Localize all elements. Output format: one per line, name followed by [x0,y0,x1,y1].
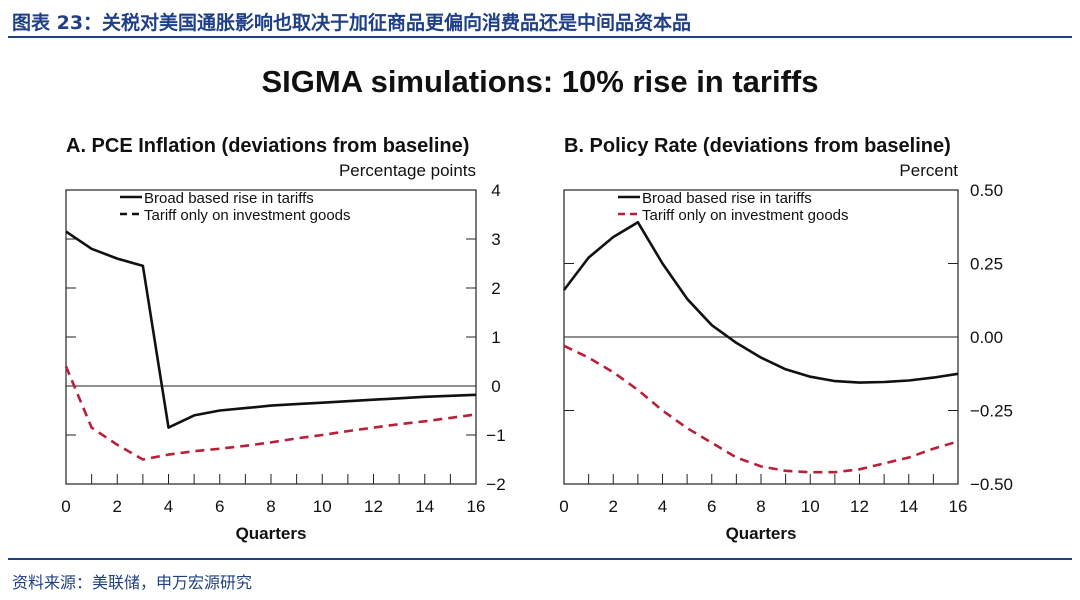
panel-a-y-tick-label: 3 [491,230,500,249]
panel-a-y-tick-label: −1 [486,426,505,445]
panel-a-x-tick-label: 16 [467,497,486,516]
panel-b-x-tick-label: 12 [850,497,869,516]
panel-b-y-unit-label: Percent [899,161,958,180]
source-note: 资料来源：美联储，申万宏源研究 [12,573,253,592]
panel-b-broad-tariff-line [562,221,959,384]
panel-a-broad-tariff-line [65,230,477,429]
panel-b-x-tick-label: 16 [949,497,968,516]
panel-a-x-axis-label: Quarters [236,524,307,543]
panel-b-x-tick-label: 0 [559,497,568,516]
panel-a-y-unit-label: Percentage points [339,161,476,180]
panel-a-x-tick-label: 12 [364,497,383,516]
panel-a-title: A. PCE Inflation (deviations from baseli… [66,135,469,157]
panel-a-x-tick-label: 6 [215,497,224,516]
panel-b-x-tick-label: 14 [899,497,918,516]
panel-b-x-axis-label: Quarters [726,524,797,543]
panel-b-y-tick-label: 0.00 [970,328,1003,347]
panel-b-title: B. Policy Rate (deviations from baseline… [564,135,951,157]
panel-b-legend-label-investment: Tariff only on investment goods [642,207,849,224]
panel-b-x-tick-label: 4 [658,497,667,516]
panel-b-x-tick-label: 6 [707,497,716,516]
panel-b-investment-goods-line [563,344,959,474]
panel-a-investment-goods-line [64,365,477,461]
panel-b-legend-label-broad: Broad based rise in tariffs [642,190,812,207]
panel-a-x-tick-label: 0 [61,497,70,516]
panel-a-y-tick-label: −2 [486,475,505,494]
panel-b-y-tick-label: 0.25 [970,255,1003,274]
panel-b-y-tick-label: −0.25 [970,402,1013,421]
footer-rule [8,558,1072,560]
panel-b-y-tick-label: −0.50 [970,475,1013,494]
panel-b-x-tick-label: 10 [801,497,820,516]
panel-a-frame [65,189,477,485]
figure-title: 图表 23：关税对美国通胀影响也取决于加征商品更偏向消费品还是中间品资本品 [12,12,692,34]
panel-a-x-tick-label: 8 [266,497,275,516]
panel-a-legend-label-broad: Broad based rise in tariffs [144,190,314,207]
header-rule [8,36,1072,38]
panel-a-y-tick-label: 4 [491,181,500,200]
panel-b-y-tick-label: 0.50 [970,181,1003,200]
main-title: SIGMA simulations: 10% rise in tariffs [261,64,819,99]
panel-a-x-tick-label: 10 [313,497,332,516]
panel-a-y-tick-label: 0 [491,377,500,396]
panel-a-x-tick-label: 4 [164,497,173,516]
panel-a-x-tick-label: 2 [113,497,122,516]
panel-a-y-tick-label: 1 [491,328,500,347]
panel-b-x-tick-label: 2 [609,497,618,516]
panel-a-y-tick-label: 2 [491,279,500,298]
panel-b-x-tick-label: 8 [756,497,765,516]
panel-a-legend-label-investment: Tariff only on investment goods [144,207,351,224]
panel-a-x-tick-label: 14 [415,497,434,516]
